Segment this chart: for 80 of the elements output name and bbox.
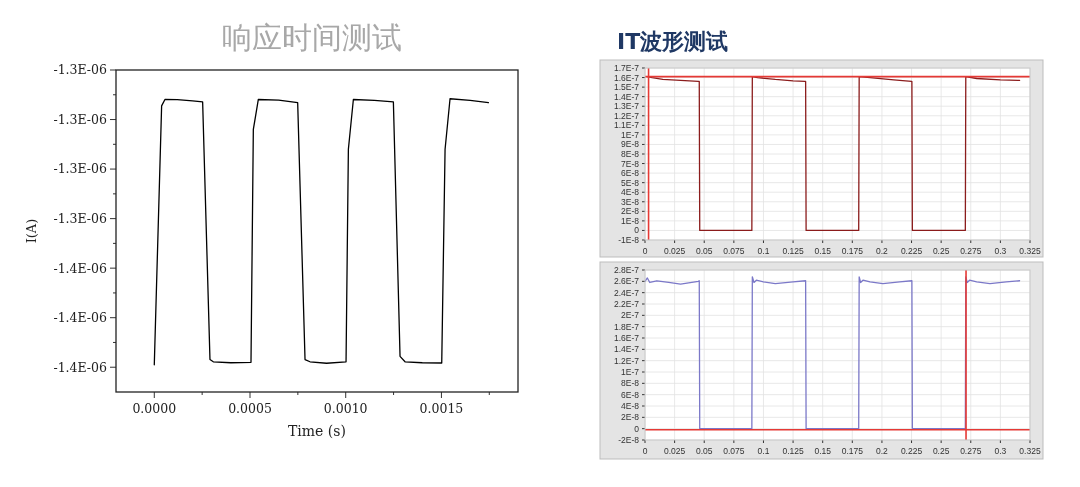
x-tick-label: 0.075 xyxy=(723,245,745,256)
x-tick-label: 0.05 xyxy=(695,245,713,256)
y-tick-label: 1E-7 xyxy=(621,129,640,140)
x-tick-label: 0.225 xyxy=(900,245,923,256)
y-tick-label: 1.2E-7 xyxy=(613,355,640,366)
y-tick-label: 1.1E-7 xyxy=(613,120,640,131)
y-tick-label: 1E-7 xyxy=(621,366,640,377)
x-tick-label: 0 xyxy=(642,445,648,456)
y-tick-label: 1E-8 xyxy=(621,215,640,226)
y-tick-label: -1.4E-06 xyxy=(53,359,108,375)
x-tick-label: 0.25 xyxy=(932,445,950,456)
y-tick-label: 1.4E-7 xyxy=(613,91,640,102)
x-tick-label: 0.275 xyxy=(960,445,982,456)
y-tick-label: 2.2E-7 xyxy=(613,298,640,309)
y-tick-label: 1.6E-7 xyxy=(613,72,640,83)
x-tick-label: 0.1 xyxy=(757,245,770,256)
x-tick-label: 0.25 xyxy=(932,245,950,256)
x-tick-label: 0.175 xyxy=(841,445,864,456)
y-tick-label: -1E-8 xyxy=(618,234,640,245)
y-tick-label: 6E-8 xyxy=(621,389,640,400)
y-tick-label: -1.3E-06 xyxy=(53,62,108,78)
x-tick-label: 0.3 xyxy=(994,245,1007,256)
chart-title: 响应时间测试 xyxy=(222,20,402,55)
x-tick-label: 0.1 xyxy=(757,445,770,456)
y-tick-label: 4E-8 xyxy=(621,400,640,411)
x-tick-label: 0.15 xyxy=(814,445,832,456)
x-tick-label: 0.3 xyxy=(994,445,1007,456)
y-tick-label: 9E-8 xyxy=(621,139,640,150)
x-tick-label: 0.125 xyxy=(782,245,804,256)
x-tick-label: 0.325 xyxy=(1019,445,1041,456)
y-tick-label: 6E-8 xyxy=(621,168,640,179)
x-tick-label: 0.0010 xyxy=(323,400,368,416)
x-tick-label: 0.075 xyxy=(723,445,745,456)
y-tick-label: 2E-7 xyxy=(621,310,640,321)
y-tick-label: 2E-8 xyxy=(621,412,640,423)
y-tick-label: -1.4E-06 xyxy=(53,310,108,326)
y-tick-label: 1.8E-7 xyxy=(613,321,640,332)
y-tick-label: 2.6E-7 xyxy=(613,276,640,287)
y-tick-label: 1.3E-7 xyxy=(613,101,640,112)
x-tick-label: 0.025 xyxy=(663,245,686,256)
y-tick-label: 1.2E-7 xyxy=(613,110,640,121)
chart-title: IT波形测试 xyxy=(617,29,729,54)
y-tick-label: 1.4E-7 xyxy=(613,344,640,355)
y-tick-label: 7E-8 xyxy=(621,158,640,169)
y-tick-label: 2E-8 xyxy=(621,206,640,217)
x-tick-label: 0.0000 xyxy=(132,400,177,416)
x-tick-label: 0.225 xyxy=(900,445,923,456)
x-tick-label: 0.175 xyxy=(841,245,864,256)
y-tick-label: 8E-8 xyxy=(621,148,640,159)
y-axis-title: I(A) xyxy=(24,218,39,244)
x-tick-label: 0.0015 xyxy=(419,400,464,416)
x-tick-label: 0.325 xyxy=(1019,245,1041,256)
line-series xyxy=(153,98,490,366)
y-tick-label: 1.5E-7 xyxy=(613,82,640,93)
y-tick-label: 0 xyxy=(634,423,640,434)
x-tick-label: 0.0005 xyxy=(228,400,272,416)
x-tick-label: 0.025 xyxy=(663,445,686,456)
y-tick-label: 4E-8 xyxy=(621,187,640,198)
y-tick-label: 1.7E-7 xyxy=(613,62,640,73)
y-tick-label: 1.6E-7 xyxy=(613,332,640,343)
x-tick-label: 0.2 xyxy=(876,445,889,456)
x-tick-label: 0.15 xyxy=(814,245,832,256)
x-tick-label: 0.05 xyxy=(695,445,713,456)
y-tick-label: -1.4E-06 xyxy=(53,260,108,276)
line-series xyxy=(646,75,1021,232)
y-tick-label: -2E-8 xyxy=(618,434,640,445)
y-tick-label: 2.4E-7 xyxy=(613,287,640,298)
y-tick-label: 0 xyxy=(634,225,640,236)
x-tick-label: 0.125 xyxy=(782,445,804,456)
x-tick-label: 0.2 xyxy=(876,245,889,256)
y-tick-label: -1.3E-06 xyxy=(53,210,108,226)
y-tick-label: 2.8E-7 xyxy=(613,264,640,275)
y-tick-label: 8E-8 xyxy=(621,378,640,389)
x-tick-label: 0.275 xyxy=(960,245,982,256)
y-tick-label: 5E-8 xyxy=(621,177,640,188)
y-tick-label: 3E-8 xyxy=(621,196,640,207)
y-tick-label: -1.3E-06 xyxy=(53,111,108,127)
x-tick-label: 0 xyxy=(642,245,648,256)
y-tick-label: -1.3E-06 xyxy=(53,161,108,177)
x-axis-title: Time (s) xyxy=(288,423,346,439)
